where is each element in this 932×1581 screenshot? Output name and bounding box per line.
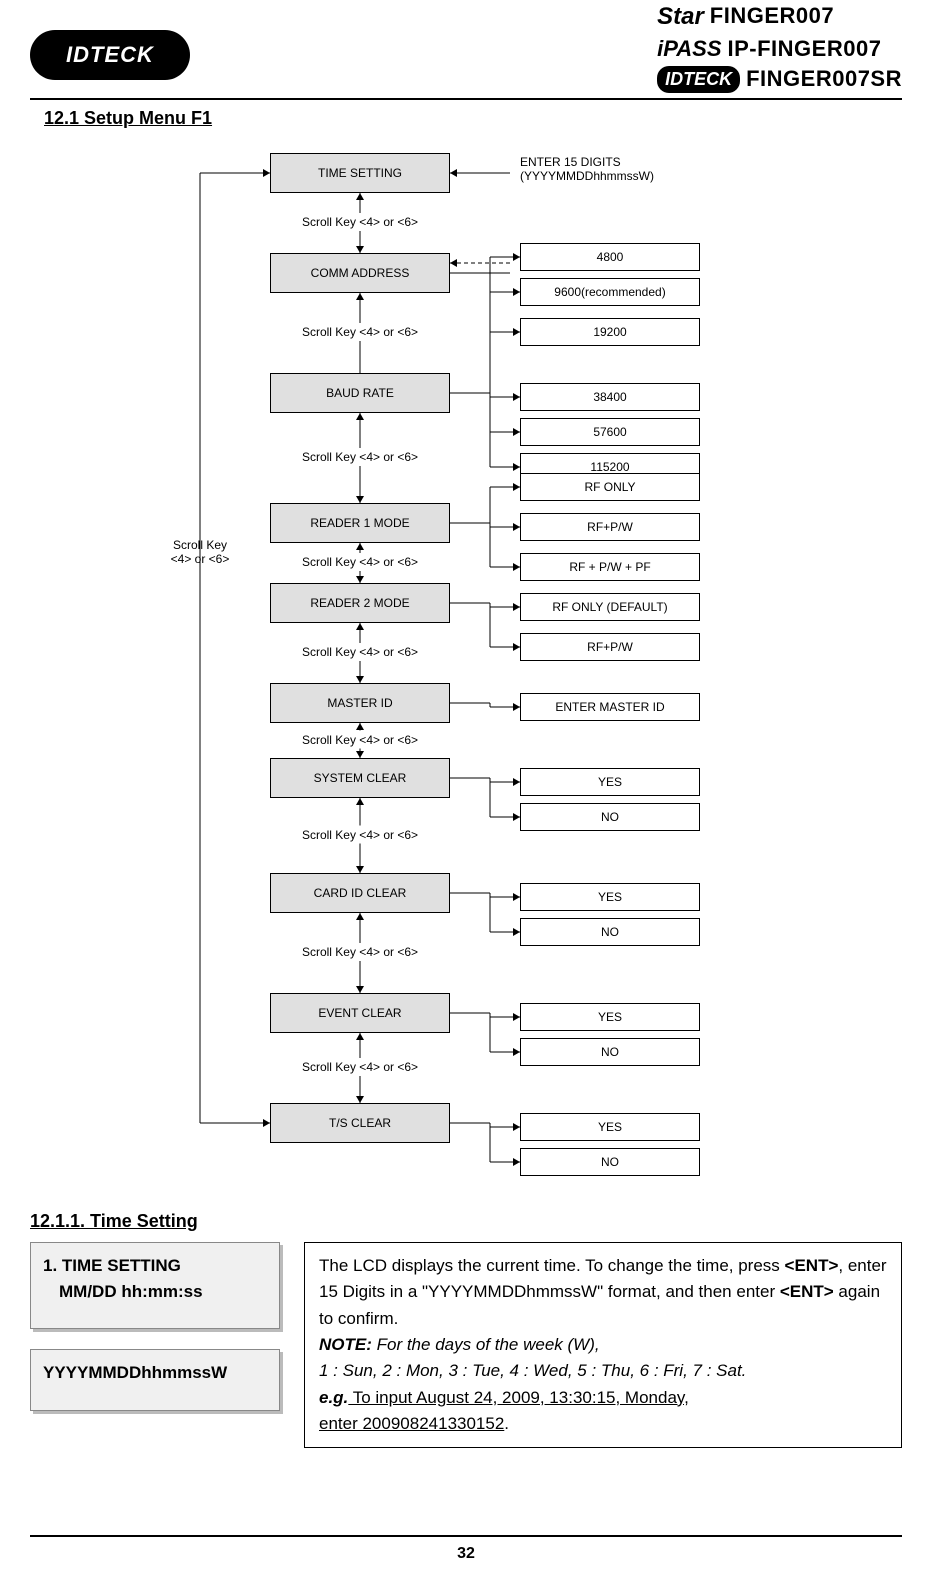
option-reader2-1: RF+P/W: [520, 633, 700, 661]
scroll-label: Scroll Key <4> or <6>: [270, 555, 450, 569]
option-tsclr-1: NO: [520, 1148, 700, 1176]
option-sysclr-0: YES: [520, 768, 700, 796]
key-ent-2: <ENT>: [780, 1282, 834, 1301]
option-master-0: ENTER MASTER ID: [520, 693, 700, 721]
scroll-label: Scroll Key <4> or <6>: [270, 1060, 450, 1074]
eg-label: e.g.: [319, 1388, 348, 1407]
option-sysclr-1: NO: [520, 803, 700, 831]
option-baud-3: 38400: [520, 383, 700, 411]
menu-time-setting: TIME SETTING: [270, 153, 450, 193]
option-cardclr-0: YES: [520, 883, 700, 911]
lcd2-line: YYYYMMDDhhmmssW: [43, 1360, 267, 1386]
option-reader1-1: RF+P/W: [520, 513, 700, 541]
subsection-title: 12.1.1. Time Setting: [30, 1211, 932, 1232]
menu-reader-1-mode: READER 1 MODE: [270, 503, 450, 543]
option-evclr-1: NO: [520, 1038, 700, 1066]
brand-idteck-small: IDTECK: [657, 66, 740, 93]
menu-comm-address: COMM ADDRESS: [270, 253, 450, 293]
lcd-display-1: 1. TIME SETTING MM/DD hh:mm:ss: [30, 1242, 280, 1329]
lcd1-line2: MM/DD hh:mm:ss: [43, 1279, 267, 1305]
option-baud-2: 19200: [520, 318, 700, 346]
menu-event-clear: EVENT CLEAR: [270, 993, 450, 1033]
scroll-label: Scroll Key <4> or <6>: [270, 215, 450, 229]
option-baud-0: 4800: [520, 243, 700, 271]
note-text: For the days of the week (W),: [372, 1335, 600, 1354]
key-ent-1: <ENT>: [785, 1256, 839, 1275]
footer-rule: [30, 1535, 902, 1537]
menu-baud-rate: BAUD RATE: [270, 373, 450, 413]
note-label: NOTE:: [319, 1335, 372, 1354]
scroll-side-label: Scroll Key <4> or <6>: [155, 538, 245, 566]
setup-menu-diagram: TIME SETTING Scroll Key <4> or <6> ENTER 1…: [30, 133, 902, 1193]
logo-idteck: IDTECK: [30, 30, 190, 80]
lcd1-line1: 1. TIME SETTING: [43, 1253, 267, 1279]
diagram-wires: [30, 133, 902, 1193]
lcd-display-2: YYYYMMDDhhmmssW: [30, 1349, 280, 1411]
menu-reader-2-mode: READER 2 MODE: [270, 583, 450, 623]
option-cardclr-1: NO: [520, 918, 700, 946]
product-1: FINGER007: [710, 1, 834, 32]
menu-master-id: MASTER ID: [270, 683, 450, 723]
brand-ipass: iPASS: [657, 34, 721, 65]
product-2: IP-FINGER007: [728, 34, 882, 65]
option-reader1-0: RF ONLY: [520, 473, 700, 501]
scroll-label: Scroll Key <4> or <6>: [270, 450, 450, 464]
product-brands: StarFINGER007 iPASSIP-FINGER007 IDTECKFI…: [657, 0, 902, 95]
product-3: FINGER007SR: [746, 64, 902, 95]
option-tsclr-0: YES: [520, 1113, 700, 1141]
scroll-label: Scroll Key <4> or <6>: [270, 325, 450, 339]
days-map: 1 : Sun, 2 : Mon, 3 : Tue, 4 : Wed, 5 : …: [319, 1361, 746, 1380]
page-number: 32: [0, 1545, 932, 1563]
scroll-label: Scroll Key <4> or <6>: [270, 645, 450, 659]
scroll-label: Scroll Key <4> or <6>: [270, 945, 450, 959]
section-title: 12.1 Setup Menu F1: [44, 108, 932, 129]
option-baud-4: 57600: [520, 418, 700, 446]
option-baud-1: 9600(recommended): [520, 278, 700, 306]
option-reader2-0: RF ONLY (DEFAULT): [520, 593, 700, 621]
description-box: The LCD displays the current time. To ch…: [304, 1242, 902, 1448]
time-setting-section: 1. TIME SETTING MM/DD hh:mm:ss YYYYMMDDh…: [0, 1242, 932, 1448]
option-reader1-2: RF + P/W + PF: [520, 553, 700, 581]
option-evclr-0: YES: [520, 1003, 700, 1031]
menu-system-clear: SYSTEM CLEAR: [270, 758, 450, 798]
menu-t-s-clear: T/S CLEAR: [270, 1103, 450, 1143]
desc-t1: The LCD displays the current time. To ch…: [319, 1256, 785, 1275]
menu-note: ENTER 15 DIGITS (YYYYMMDDhhmmssW): [520, 155, 654, 183]
scroll-label: Scroll Key <4> or <6>: [270, 828, 450, 842]
eg-text-2: enter 200908241330152: [319, 1414, 504, 1433]
brand-star: Star: [657, 0, 704, 34]
menu-card-id-clear: CARD ID CLEAR: [270, 873, 450, 913]
eg-text-1: To input August 24, 2009, 13:30:15, Mond…: [348, 1388, 689, 1407]
page-header: IDTECK StarFINGER007 iPASSIP-FINGER007 I…: [30, 0, 902, 100]
scroll-label: Scroll Key <4> or <6>: [270, 733, 450, 747]
